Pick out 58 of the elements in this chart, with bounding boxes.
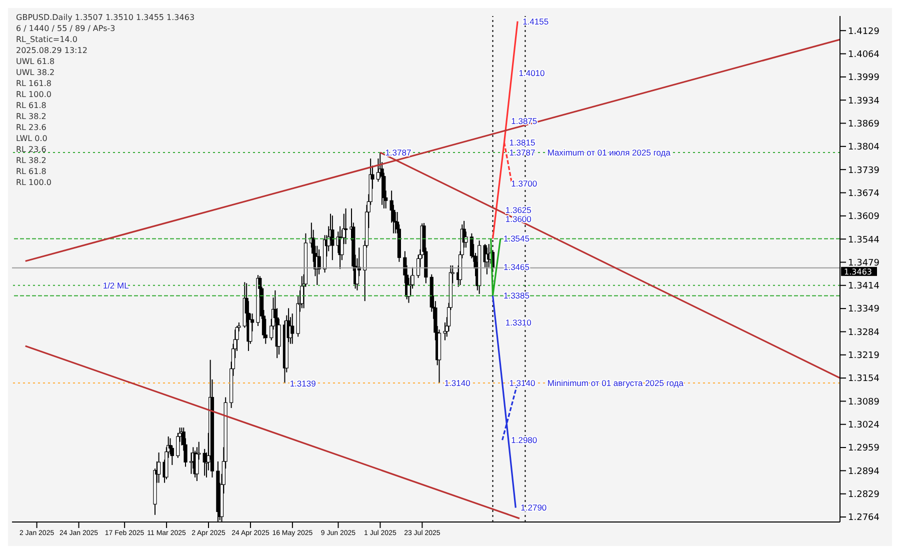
y-tick-label: 1.3479 (848, 258, 880, 268)
annotation: RL 23.6 (16, 144, 48, 155)
annotation: RL 38.2 (16, 155, 48, 166)
annotation: 1.3875 (511, 116, 538, 126)
annotation: UWL 38.2 (16, 67, 56, 78)
annotation: 1.3310 (505, 317, 532, 328)
annotation: 6 / 1440 / 55 / 89 / APs-3 (16, 23, 116, 34)
annotation: 1.2980 (511, 435, 538, 446)
y-tick-label: 1.3544 (848, 235, 880, 246)
annotation: RL 100.0 (16, 177, 52, 188)
annotation: 1/2 ML (102, 280, 130, 290)
chart-title: GBPUSD.Daily 1.3507 1.3510 1.3455 1.3463 (16, 12, 195, 23)
y-tick-label: 1.4064 (848, 50, 880, 60)
annotation: RL 161.8 (16, 78, 52, 89)
y-tick-label: 1.2894 (848, 466, 880, 477)
y-tick-label: 1.3024 (848, 420, 880, 431)
annotation: Mininimum от 01 августа 2025 года (547, 378, 684, 388)
annotation: Maximum от 01 июля 2025 года (547, 147, 671, 158)
annotation: 1.3140 (444, 378, 471, 388)
annotation: 1.3787 (509, 147, 536, 158)
y-tick-label: 1.3089 (848, 397, 880, 408)
annotation: 1.3465 (504, 262, 530, 272)
annotation: RL 38.2 (16, 111, 48, 122)
annotation: 1.3625 (505, 205, 532, 216)
y-tick-label: 1.3219 (848, 351, 880, 362)
annotation: RL 61.8 (16, 100, 48, 111)
y-tick-label: 1.3284 (848, 328, 880, 338)
y-tick-label: 1.3869 (848, 119, 880, 130)
y-tick-label: 1.3154 (848, 374, 880, 384)
y-tick-label: 1.3674 (848, 188, 880, 199)
y-tick-label: 1.3999 (848, 73, 880, 84)
annotation: 1.3787 (385, 147, 412, 158)
annotation: RL_Static=14.0 (16, 34, 78, 45)
candlestick (330, 215, 334, 261)
y-tick-label: 1.4129 (848, 26, 880, 37)
annotation: RL 100.0 (16, 89, 52, 100)
y-tick-label: 1.2829 (848, 490, 880, 500)
annotation: LWL 0.0 (16, 133, 48, 144)
annotation: 2025.08.29 13:12 (16, 45, 88, 56)
annotation: 1.4010 (518, 68, 546, 78)
y-tick-label: 1.3414 (848, 282, 880, 292)
y-tick-label: 1.2764 (848, 513, 880, 524)
annotation: 1.3140 (509, 378, 536, 388)
annotation: RL 61.8 (16, 166, 48, 177)
y-tick-label: 1.3609 (848, 212, 880, 222)
ref-line-label: 1.3463 (844, 267, 872, 276)
annotation: 1.3700 (511, 178, 538, 188)
y-tick-label: 1.3804 (848, 142, 880, 153)
y-tick-label: 1.3349 (848, 304, 880, 315)
annotation: 1.3815 (509, 138, 536, 148)
y-tick-label: 1.2959 (848, 444, 880, 454)
annotation: 1.2790 (520, 502, 547, 513)
annotation: 1.3139 (290, 378, 316, 388)
annotation: RL 23.6 (16, 122, 48, 133)
annotation: 1.4155 (522, 16, 549, 26)
annotation: UWL 61.8 (16, 56, 56, 67)
y-tick-label: 1.3934 (848, 96, 880, 106)
y-tick-label: 1.3739 (848, 166, 880, 176)
